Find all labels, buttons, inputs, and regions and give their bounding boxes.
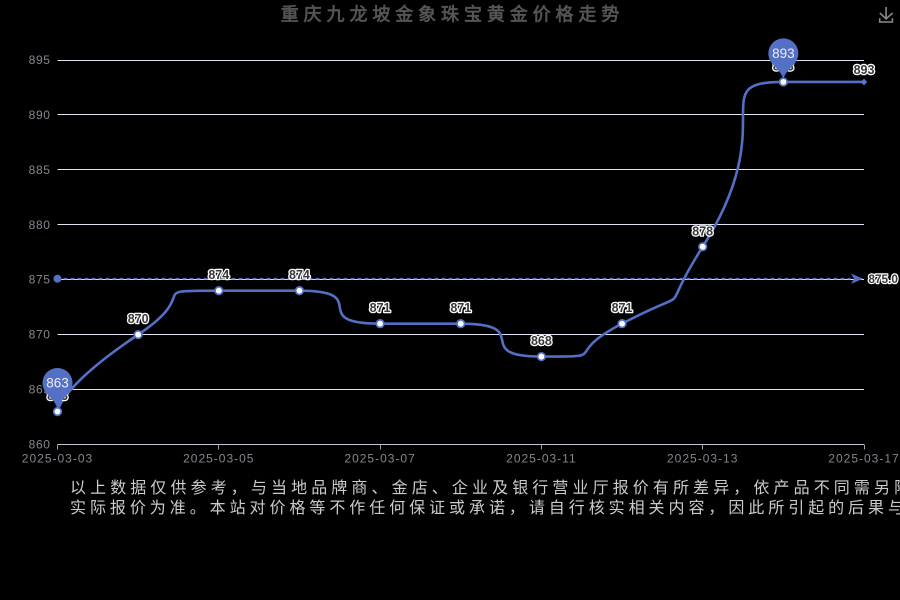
svg-text:875.0: 875.0: [868, 272, 898, 286]
svg-text:2025-03-13: 2025-03-13: [667, 452, 738, 466]
svg-text:893: 893: [854, 63, 875, 77]
svg-text:以上数据仅供参考，与当地品牌商、金店、企业及银行营业厅报价有: 以上数据仅供参考，与当地品牌商、金店、企业及银行营业厅报价有所差异，依产品不同需…: [70, 479, 900, 497]
svg-text:878: 878: [692, 224, 713, 238]
svg-text:2025-03-11: 2025-03-11: [506, 452, 577, 466]
svg-text:860: 860: [29, 438, 51, 452]
svg-text:2025-03-17: 2025-03-17: [828, 452, 899, 466]
svg-text:880: 880: [29, 218, 51, 232]
svg-text:871: 871: [612, 301, 633, 315]
svg-text:868: 868: [531, 334, 552, 348]
svg-text:893: 893: [772, 46, 795, 61]
svg-text:871: 871: [370, 301, 391, 315]
svg-text:863: 863: [46, 375, 69, 390]
svg-text:875: 875: [29, 273, 51, 287]
svg-text:870: 870: [29, 328, 51, 342]
svg-text:874: 874: [208, 268, 229, 282]
svg-text:870: 870: [128, 312, 149, 326]
svg-text:重庆九龙坡金象珠宝黄金价格走势: 重庆九龙坡金象珠宝黄金价格走势: [281, 4, 625, 25]
svg-text:2025-03-07: 2025-03-07: [344, 452, 415, 466]
svg-text:890: 890: [29, 108, 51, 122]
svg-text:实际报价为准。本站对价格等不作任何保证或承诺，请自行核实相关: 实际报价为准。本站对价格等不作任何保证或承诺，请自行核实相关内容，因此所引起的后…: [70, 499, 900, 517]
svg-text:871: 871: [450, 301, 471, 315]
svg-text:2025-03-05: 2025-03-05: [183, 452, 254, 466]
svg-text:895: 895: [29, 53, 51, 67]
svg-text:885: 885: [29, 163, 51, 177]
svg-text:874: 874: [289, 268, 310, 282]
svg-text:2025-03-03: 2025-03-03: [22, 452, 93, 466]
